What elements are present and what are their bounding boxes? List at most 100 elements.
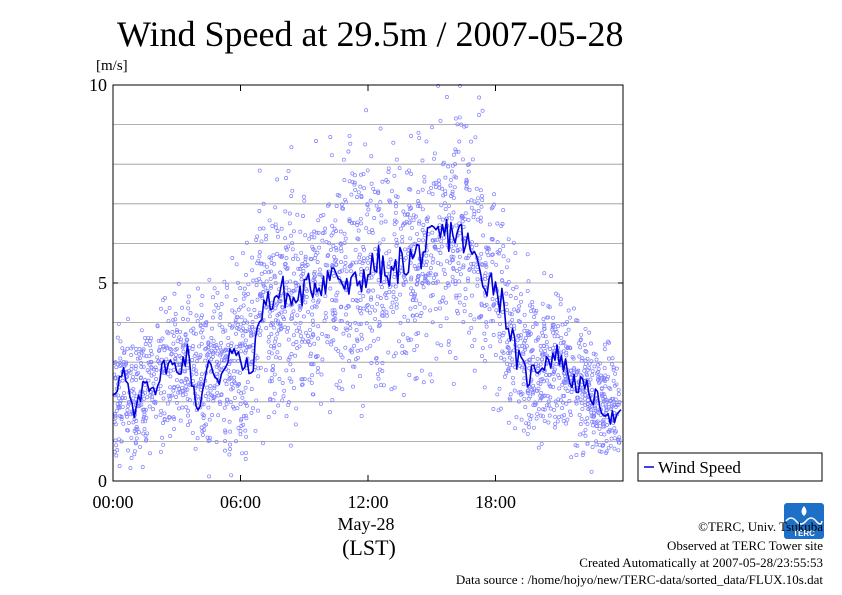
sample-point [403,279,408,284]
sample-point [227,419,232,424]
sample-point [203,394,208,398]
sample-point [119,417,124,422]
sample-point [609,436,614,441]
sample-point [302,377,307,382]
sample-point [287,355,292,360]
sample-point [165,418,170,423]
sample-point [525,288,530,293]
sample-point [266,339,271,344]
sample-point [288,362,293,367]
sample-point [362,247,367,252]
sample-point [275,319,280,324]
sample-point [166,318,171,323]
sample-point [248,312,253,317]
sample-point [388,199,393,204]
sample-point [541,317,546,322]
sample-point [296,257,300,262]
sample-point [384,178,389,182]
sample-point [540,357,545,362]
sample-point [223,378,228,383]
sample-point [604,408,609,413]
sample-point [308,354,313,359]
sample-point [398,320,403,325]
sample-point [462,302,467,307]
chart-title: Wind Speed at 29.5m / 2007-05-28 [117,14,623,54]
sample-point [405,336,410,341]
sample-point [126,403,130,408]
sample-point [219,341,223,345]
sample-point [439,343,444,348]
sample-point [306,334,310,338]
sample-point [583,326,588,331]
sample-point [474,243,479,248]
y-axis-unit-label: [m/s] [96,58,128,74]
sample-point [254,315,258,320]
sample-point [301,194,306,199]
sample-point [352,173,357,178]
sample-point [312,269,317,274]
sample-point [361,403,365,408]
sample-point [457,254,462,259]
sample-point [390,300,395,305]
sample-point [522,396,527,401]
sample-point [409,337,413,342]
sample-point [357,322,362,327]
sample-point [593,352,598,357]
sample-point [162,390,167,395]
sample-point [276,321,281,326]
sample-point [463,287,468,292]
sample-point [459,214,464,218]
sample-point [535,411,540,416]
sample-point [602,366,607,371]
sample-point [449,216,454,221]
sample-point [209,357,214,362]
sample-point [583,349,588,353]
sample-point [594,357,599,362]
sample-point [540,301,545,306]
sample-point [272,372,277,377]
sample-point [582,368,587,373]
sample-point [530,304,535,309]
sample-point [602,377,606,382]
sample-point [330,398,335,402]
sample-point [294,328,299,333]
sample-point [516,390,521,395]
sample-point [232,369,236,374]
sample-point [303,300,308,305]
sample-point [432,244,437,249]
sample-point [497,248,502,253]
sample-point [364,108,369,113]
sample-point [510,375,515,380]
sample-point [590,445,595,450]
sample-point [577,354,582,359]
sample-point [374,203,379,208]
sample-point [167,306,172,311]
sample-point [560,400,565,405]
sample-point [397,166,402,171]
sample-point [406,338,411,343]
sample-point [359,221,364,226]
sample-point [118,356,123,361]
sample-point [284,247,289,252]
sample-point [200,328,205,332]
sample-point [187,419,192,424]
sample-point [227,372,232,377]
sample-point [454,293,459,298]
sample-point [552,377,556,382]
sample-point [211,338,216,343]
sample-point [475,201,480,206]
sample-point [210,351,215,356]
sample-point [113,413,118,418]
sample-point [506,345,510,349]
sample-point [355,299,360,303]
sample-point [201,402,206,407]
sample-point [129,378,134,383]
legend-box [637,452,823,482]
sample-point [475,217,480,222]
sample-point [257,310,262,315]
sample-point [564,401,569,406]
sample-point [368,325,373,330]
sample-point [179,337,183,342]
sample-point [567,345,572,350]
sample-point [447,213,452,218]
